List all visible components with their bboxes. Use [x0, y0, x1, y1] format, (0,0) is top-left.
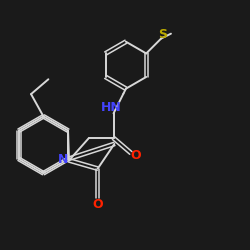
- Text: O: O: [92, 198, 103, 211]
- Text: HN: HN: [101, 101, 121, 114]
- Text: O: O: [130, 149, 141, 162]
- Text: S: S: [158, 28, 167, 42]
- Text: N: N: [58, 153, 68, 166]
